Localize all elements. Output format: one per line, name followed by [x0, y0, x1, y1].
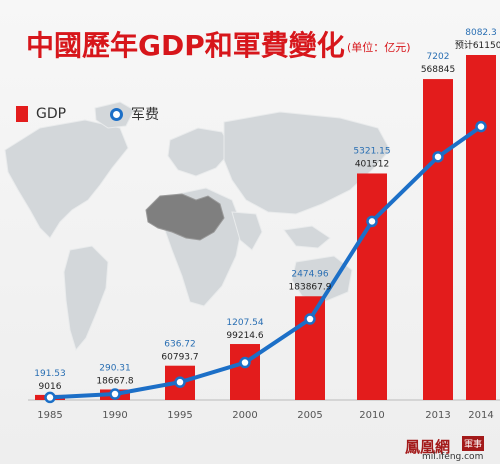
- x-tick-1990: 1990: [102, 410, 127, 421]
- gdp-label-1985: 9016: [39, 382, 62, 392]
- map-se-asia: [283, 225, 331, 249]
- unit-label: (单位：亿元): [347, 41, 411, 54]
- chart-title: 中國歷年GDP和軍費變化: [26, 29, 345, 62]
- military-point-2005: [304, 313, 316, 325]
- military-point-2000: [239, 356, 251, 369]
- gdp-label-2010: 401512: [355, 159, 389, 169]
- military-label-2005: 2474.96: [291, 269, 328, 279]
- gdp-bar-2013: [423, 79, 453, 400]
- gdp-bar-2000: [230, 344, 260, 400]
- map-europe: [167, 127, 233, 177]
- x-tick-2005: 2005: [297, 410, 322, 421]
- military-point-1995: [174, 376, 186, 388]
- military-label-2014: 8082.3: [465, 28, 497, 38]
- military-point-2014: [475, 120, 487, 133]
- gdp-bar-2005: [295, 296, 325, 400]
- x-tick-2000: 2000: [232, 410, 257, 421]
- gdp-label-2013: 568845: [421, 65, 455, 75]
- military-line: [48, 124, 483, 400]
- gdp-bar-2014: [466, 55, 496, 400]
- gdp-label-2000: 99214.6: [226, 331, 263, 341]
- legend-gdp-swatch: [16, 106, 28, 122]
- x-tick-1995: 1995: [167, 410, 192, 421]
- map-asia: [223, 111, 391, 215]
- x-tick-2013: 2013: [425, 410, 450, 421]
- gdp-bar-2010: [357, 173, 387, 400]
- brand-logo: 鳳凰網: [405, 438, 451, 456]
- military-label-2000: 1207.54: [226, 318, 263, 328]
- x-tick-1985: 1985: [37, 410, 62, 421]
- military-label-2010: 5321.15: [353, 146, 390, 156]
- legend-gdp-label: GDP: [36, 106, 67, 122]
- map-australia: [291, 255, 353, 303]
- map-china: [145, 193, 225, 241]
- military-label-1985: 191.53: [34, 369, 66, 379]
- gdp-label-1995: 60793.7: [161, 353, 198, 363]
- military-label-2013: 7202: [427, 52, 450, 62]
- gdp-label-2005: 183867.9: [289, 282, 332, 292]
- military-label-1995: 636.72: [164, 340, 196, 350]
- military-label-1990: 290.31: [99, 363, 131, 373]
- military-point-2013: [432, 151, 444, 163]
- brand-url: mil.ifeng.com: [422, 452, 484, 462]
- gdp-label-1990: 18667.8: [96, 376, 133, 386]
- gdp-label-2014: 预计611508: [455, 39, 500, 51]
- legend-gdp: GDP: [16, 104, 66, 124]
- legend-military: 军费: [110, 104, 159, 124]
- x-tick-2010: 2010: [359, 410, 384, 421]
- legend-military-label: 军费: [131, 107, 159, 123]
- military-point-2010: [366, 215, 378, 228]
- map-india: [231, 211, 263, 251]
- military-point-1985: [44, 391, 56, 404]
- x-tick-2014: 2014: [468, 410, 493, 421]
- military-point-1990: [109, 388, 121, 400]
- brand-tag: 軍事: [462, 436, 485, 451]
- map-south-america: [63, 245, 109, 352]
- legend-military-swatch: [110, 107, 123, 121]
